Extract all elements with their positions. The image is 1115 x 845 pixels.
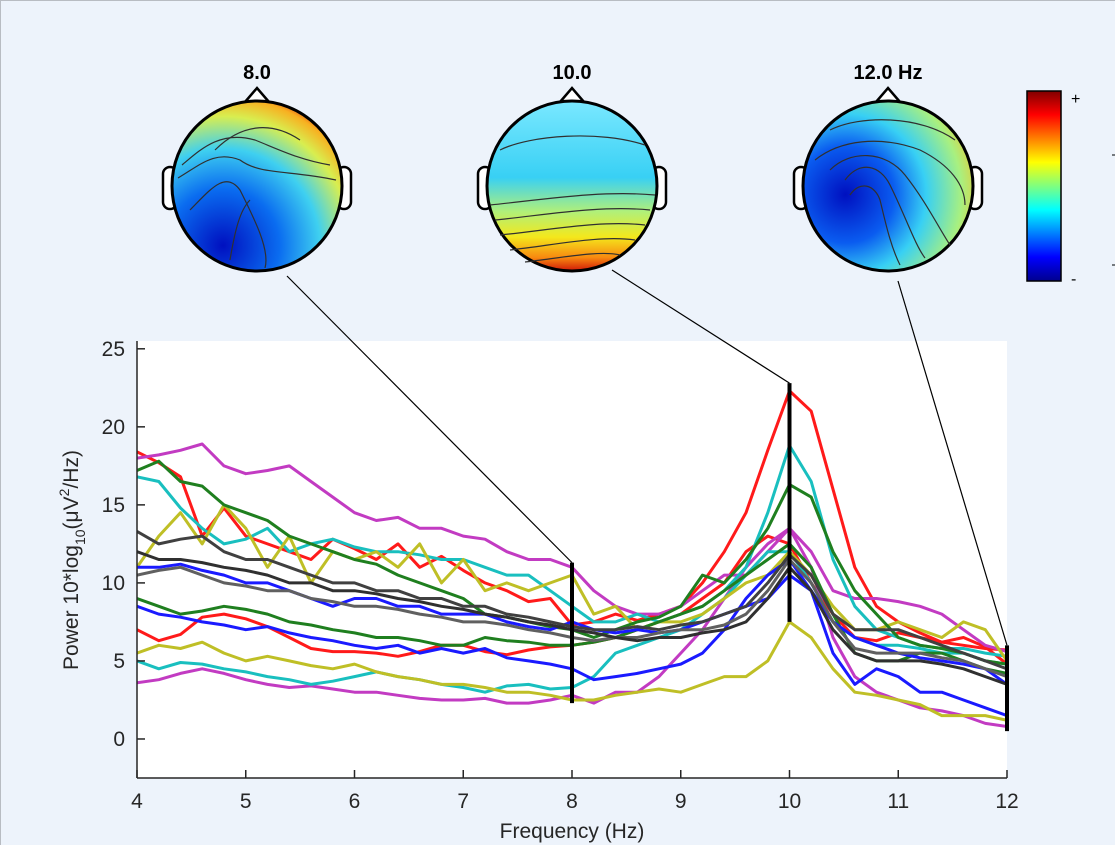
x-tick-label: 6 [349,790,361,813]
x-tick-label: 10 [778,790,801,813]
nose [244,86,270,103]
y-axis-label-subscript: 10 [72,529,88,545]
y-tick-label: 0 [113,728,125,751]
y-tick-label: 20 [102,416,125,439]
x-tick-label: 9 [675,790,687,813]
colorbar-plus-label: + [1071,91,1080,108]
y-tick-label: 10 [102,572,125,595]
colorbar-gradient [1026,90,1062,282]
topomap-8hz[interactable]: 8.0 [161,62,353,273]
plot-area [137,341,1007,778]
connector-line-8 [286,275,573,564]
x-tick-label: 5 [240,790,252,813]
colorbar: + - [1026,90,1115,288]
connector-line-10 [611,269,790,384]
y-tick-label: 15 [102,494,125,517]
y-tick-label: 5 [113,650,125,673]
topomap-12hz[interactable]: 12.0 Hz [792,62,984,273]
y-axis-label-unit: (μV [60,496,83,529]
nose [559,86,585,103]
topomap-10hz[interactable]: 10.0 [476,62,668,273]
y-axis-label-prefix: Power 10*log [60,545,83,670]
x-tick-label: 4 [131,790,143,813]
colorbar-minus-label: - [1071,271,1076,288]
x-tick-label: 12 [995,790,1018,813]
topomap-connectors [286,269,1008,646]
scalp-map [801,99,975,273]
x-tick-label: 7 [457,790,469,813]
y-axis-label-suffix: /Hz) [60,450,83,489]
x-tick-label: 11 [887,790,909,813]
topomap-title-12: 12.0 Hz [854,62,923,84]
contour-lines [489,135,656,263]
contour-lines [814,119,966,266]
y-tick-label: 25 [102,338,125,361]
connector-line-12 [897,280,1008,646]
contour-lines [177,127,337,269]
frequency-markers [570,383,1009,732]
x-axis-label: Frequency (Hz) [500,820,645,843]
nose [875,86,901,103]
x-tick-label: 8 [566,790,578,813]
scalp-map [170,99,344,273]
y-axis-label-superscript: 2 [56,488,72,496]
axes: 4 5 6 7 8 9 10 11 12 0 5 10 15 20 25 [102,338,1019,813]
scalp-map [485,99,659,273]
topomap-title-10: 10.0 [553,62,592,84]
y-axis-label: Power 10*log10(μV2/Hz) [56,450,88,670]
topomap-title-8: 8.0 [243,62,271,84]
